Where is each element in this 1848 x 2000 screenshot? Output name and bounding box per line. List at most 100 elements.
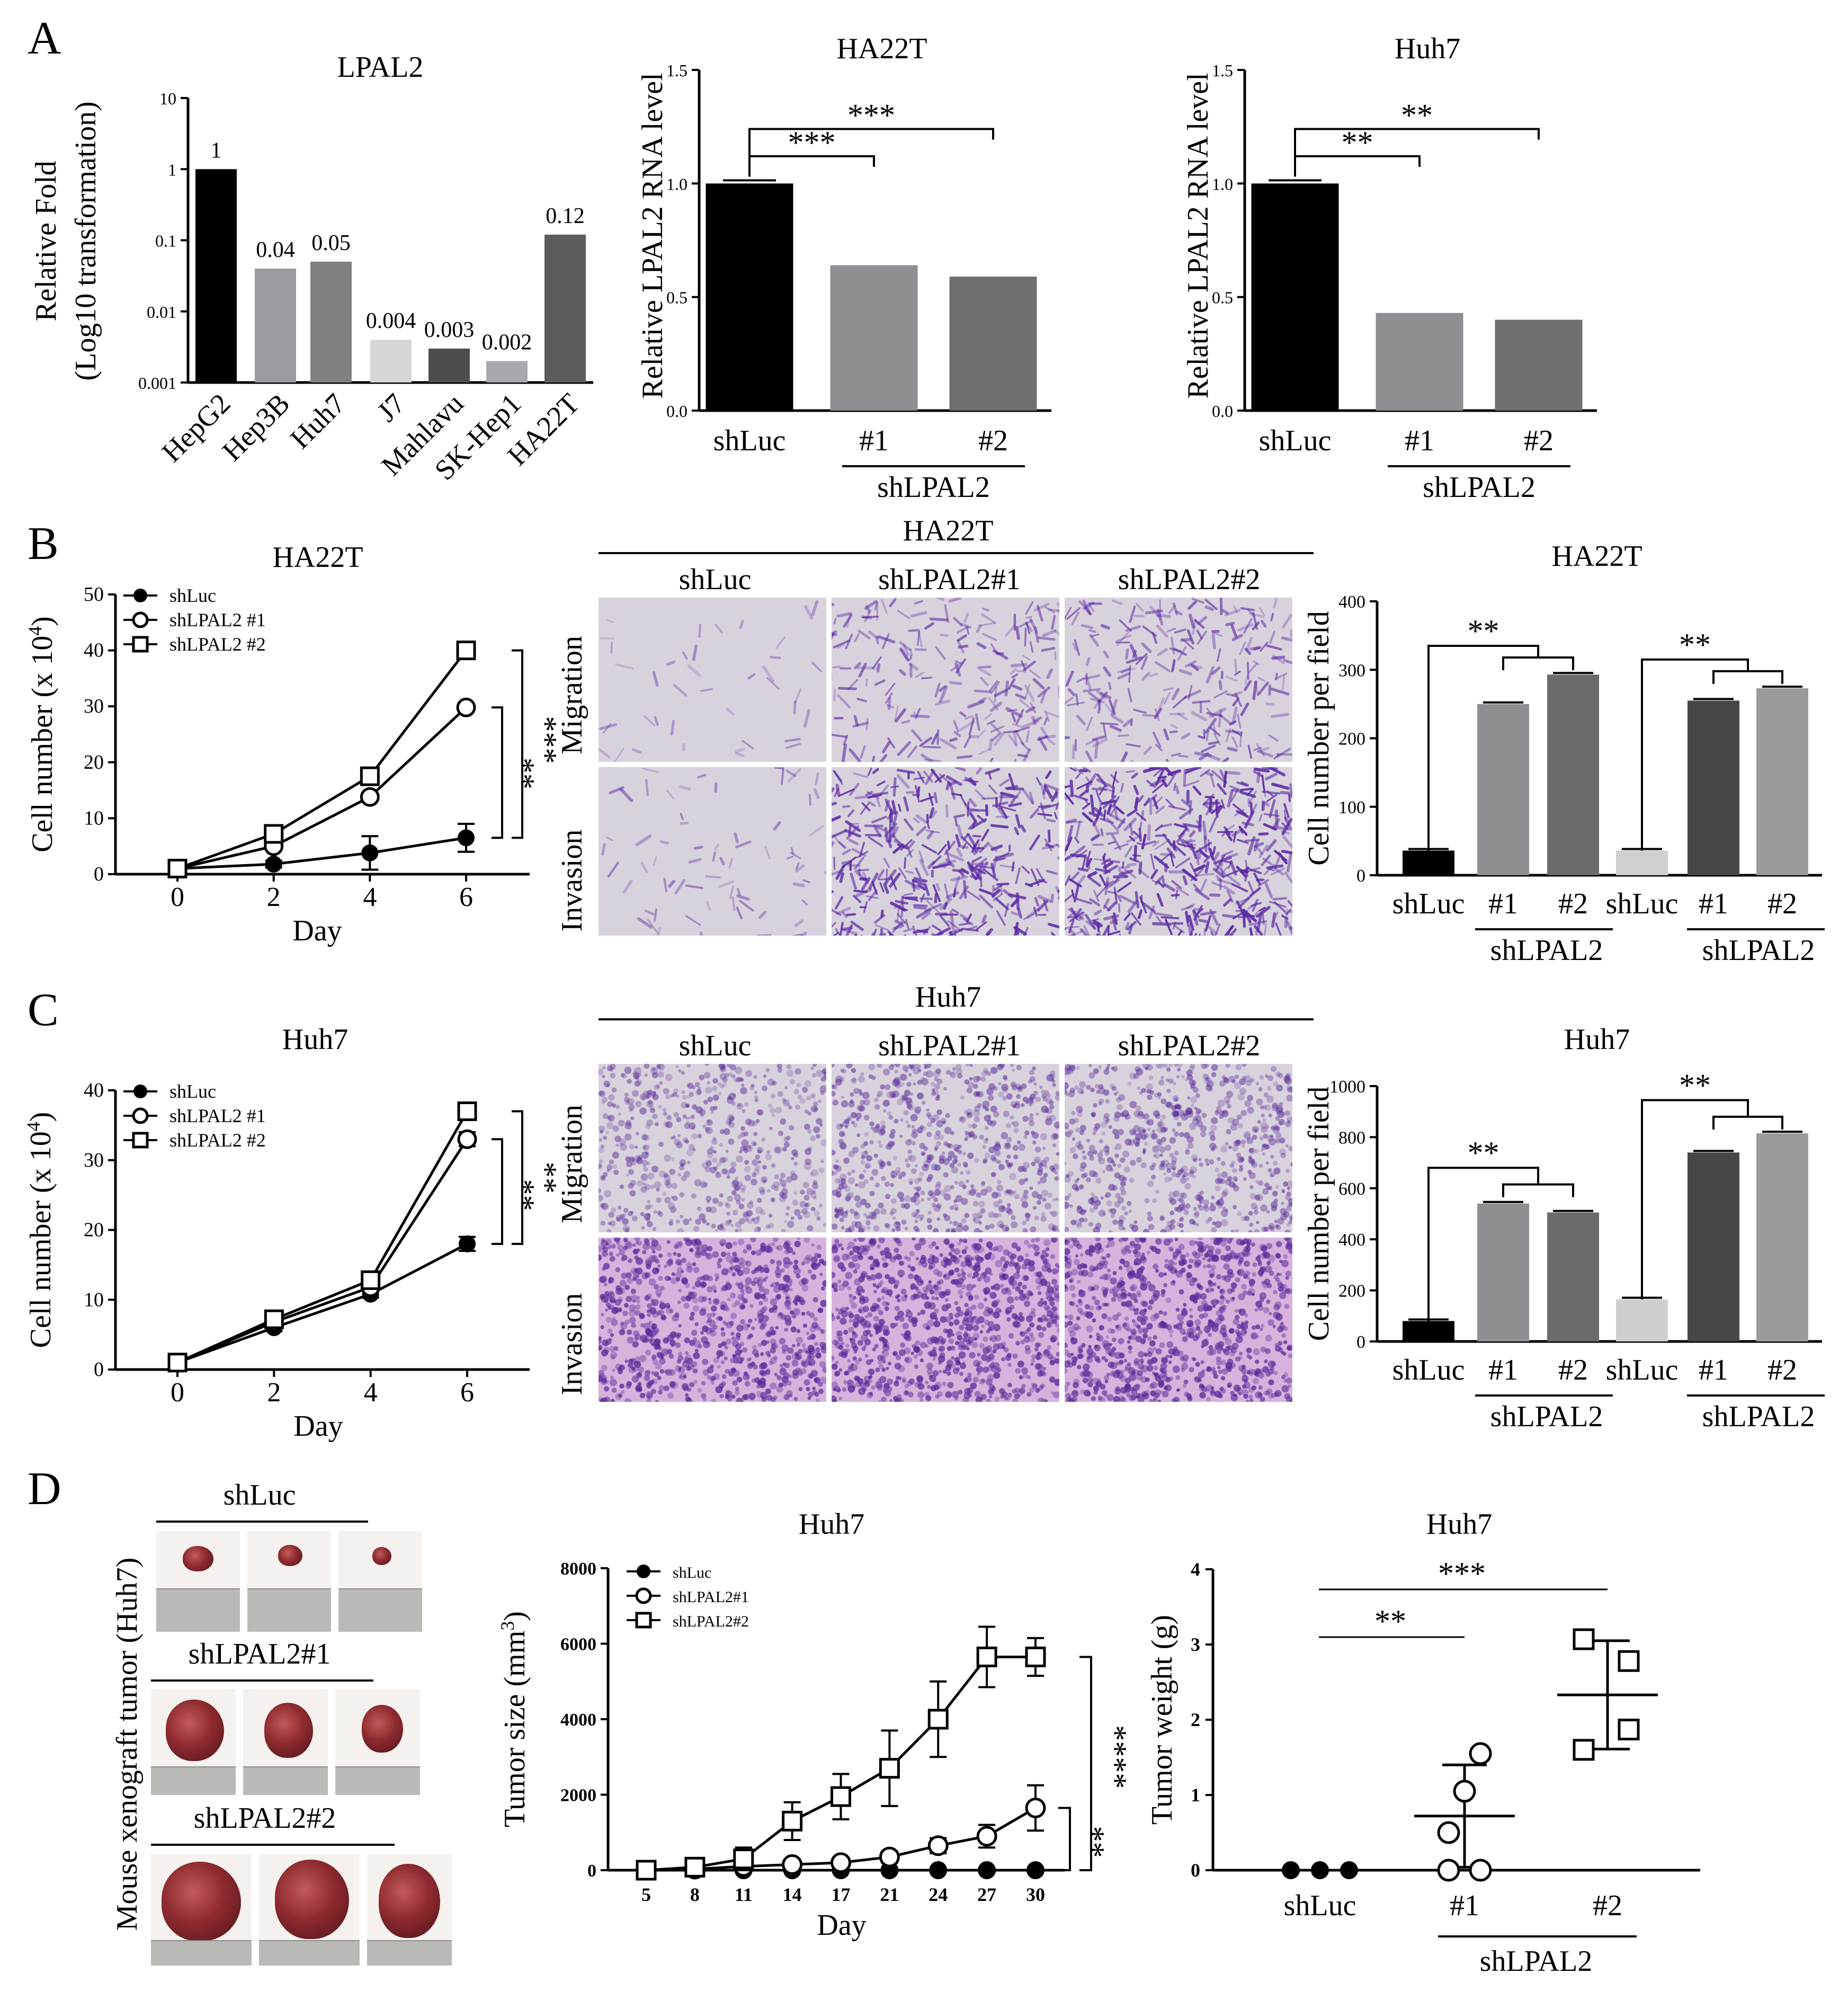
stained-cell bbox=[1221, 1110, 1229, 1117]
stained-cell bbox=[664, 1197, 671, 1204]
stained-cell bbox=[914, 1219, 918, 1223]
stained-cell bbox=[619, 1184, 624, 1189]
stained-cell bbox=[1195, 1093, 1200, 1098]
stained-cell bbox=[602, 1113, 609, 1119]
stained-cell bbox=[1220, 866, 1228, 876]
stained-cell bbox=[1190, 1063, 1195, 1069]
stained-cell bbox=[697, 1206, 702, 1211]
stained-cell bbox=[679, 1159, 686, 1167]
stained-cell bbox=[659, 840, 669, 845]
stained-cell bbox=[1105, 1165, 1113, 1171]
x-tick-label: #2 bbox=[1767, 887, 1797, 920]
stained-cell bbox=[1032, 1140, 1037, 1145]
stained-cell bbox=[770, 1259, 775, 1265]
stained-cell bbox=[1093, 1103, 1097, 1108]
stained-cell bbox=[1201, 1062, 1208, 1069]
stained-cell bbox=[813, 1317, 818, 1322]
stained-cell bbox=[973, 1217, 980, 1224]
stained-cell bbox=[603, 1283, 608, 1287]
stained-cell bbox=[751, 1120, 758, 1126]
stained-cell bbox=[637, 1372, 642, 1377]
stained-cell bbox=[925, 829, 940, 834]
stained-cell bbox=[842, 805, 851, 808]
stained-cell bbox=[792, 1199, 799, 1206]
stained-cell bbox=[796, 1355, 801, 1360]
stained-cell bbox=[615, 1214, 623, 1222]
stained-cell bbox=[609, 1251, 613, 1256]
stained-cell bbox=[774, 1174, 780, 1179]
stained-cell bbox=[805, 1148, 812, 1155]
stained-cell bbox=[713, 1106, 718, 1110]
stained-cell bbox=[721, 1341, 727, 1347]
stained-cell bbox=[688, 1397, 691, 1401]
stained-cell bbox=[913, 906, 927, 910]
stained-cell bbox=[959, 1116, 964, 1122]
stained-cell bbox=[922, 1101, 926, 1105]
stained-cell bbox=[801, 1261, 806, 1266]
stained-cell bbox=[735, 1077, 741, 1082]
stained-cell bbox=[992, 1157, 997, 1162]
stained-cell bbox=[863, 1115, 870, 1121]
stained-cell bbox=[1163, 1126, 1168, 1132]
stained-cell bbox=[609, 1346, 615, 1352]
stained-cell bbox=[804, 605, 814, 620]
x-tick-label: #1 bbox=[1450, 1889, 1479, 1922]
y-tick-label: 100 bbox=[1338, 798, 1365, 817]
stained-cell bbox=[1165, 798, 1175, 808]
stained-cell bbox=[659, 1302, 666, 1310]
stained-cell bbox=[1074, 1179, 1079, 1184]
stained-cell bbox=[878, 1128, 885, 1136]
stained-cell bbox=[673, 1139, 681, 1146]
stained-cell bbox=[664, 1275, 670, 1282]
stained-cell bbox=[644, 910, 655, 915]
stained-cell bbox=[610, 1072, 616, 1079]
stained-cell bbox=[1194, 1211, 1200, 1216]
stained-cell bbox=[686, 1063, 691, 1068]
stained-cell bbox=[735, 751, 745, 758]
stained-cell bbox=[1177, 835, 1186, 848]
stained-cell bbox=[734, 1194, 742, 1202]
stained-cell bbox=[637, 1072, 641, 1077]
data-label: 0.003 bbox=[424, 318, 475, 342]
stained-cell bbox=[1034, 1146, 1041, 1153]
stained-cell bbox=[705, 875, 721, 879]
stained-cell bbox=[1026, 908, 1040, 919]
stained-cell bbox=[1068, 1090, 1075, 1098]
stained-cell bbox=[706, 1252, 713, 1260]
stained-cell bbox=[1029, 1121, 1035, 1126]
stained-cell bbox=[731, 1256, 738, 1263]
stained-cell bbox=[1161, 779, 1168, 788]
stained-cell bbox=[676, 1117, 682, 1123]
stained-cell bbox=[658, 1390, 663, 1395]
stained-cell bbox=[692, 1368, 698, 1374]
stained-cell bbox=[895, 708, 906, 723]
stained-cell bbox=[790, 1170, 796, 1176]
stained-cell bbox=[916, 630, 921, 646]
stained-cell bbox=[780, 1172, 786, 1178]
stained-cell bbox=[899, 1118, 904, 1122]
stained-cell bbox=[1154, 1092, 1159, 1098]
stained-cell bbox=[992, 1120, 997, 1126]
stained-cell bbox=[645, 779, 649, 796]
group-label: shLPAL2 bbox=[1490, 1400, 1603, 1433]
stained-cell bbox=[1156, 893, 1164, 907]
stained-cell bbox=[1263, 1105, 1267, 1109]
stained-cell bbox=[674, 1332, 680, 1337]
x-tick-label: Huh7 bbox=[284, 387, 351, 455]
stained-cell bbox=[880, 1084, 886, 1090]
stained-cell bbox=[894, 1069, 898, 1074]
stained-cell bbox=[619, 1383, 624, 1389]
stained-cell bbox=[736, 1155, 743, 1163]
chart-title: HA22T bbox=[1551, 540, 1642, 573]
stained-cell bbox=[630, 1295, 638, 1302]
data-point bbox=[167, 858, 188, 878]
stained-cell bbox=[1103, 809, 1106, 821]
stained-cell bbox=[734, 1265, 741, 1272]
stained-cell bbox=[620, 1321, 624, 1326]
stained-cell bbox=[807, 1129, 812, 1134]
y-axis-label: Tumor size (mm3) bbox=[497, 1611, 531, 1827]
stained-cell bbox=[812, 1183, 819, 1189]
stained-cell bbox=[812, 1386, 816, 1390]
stained-cell bbox=[882, 1099, 890, 1107]
stained-cell bbox=[1074, 767, 1084, 775]
